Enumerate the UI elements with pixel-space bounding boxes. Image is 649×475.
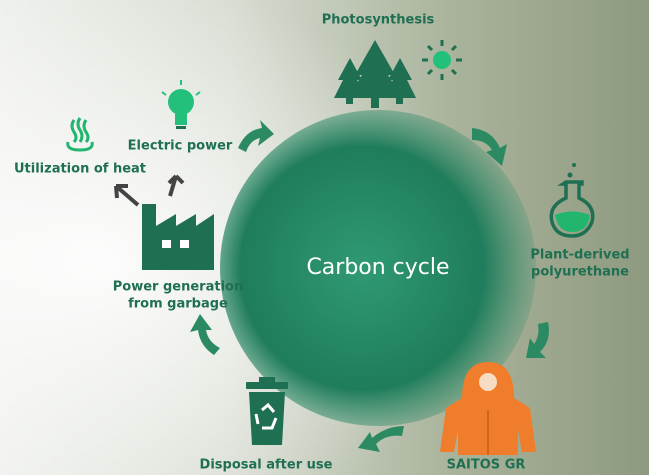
sun-icon [422, 40, 462, 80]
trees-icon [334, 40, 416, 108]
hoodie-icon [440, 362, 536, 455]
trash-icon [246, 377, 288, 445]
node-label: Power generation [113, 280, 243, 295]
node-label: polyurethane [531, 265, 629, 280]
node-label: Photosynthesis [322, 13, 435, 28]
output-arrows [114, 174, 185, 207]
cycle-arrows [190, 120, 549, 452]
node-label: Electric power [128, 139, 233, 154]
factory-icon [142, 204, 214, 270]
node-label: SAITOS GR [447, 458, 526, 473]
flask-icon [549, 163, 595, 238]
node-label: Utilization of heat [14, 162, 146, 177]
center-label: Carbon cycle [306, 255, 449, 280]
center-orb [220, 110, 536, 426]
node-label: Disposal after use [200, 458, 333, 473]
node-label: from garbage [128, 297, 228, 312]
bulb-icon [161, 80, 201, 129]
node-label: Plant-derived [530, 248, 629, 263]
heat-icon [66, 117, 94, 152]
